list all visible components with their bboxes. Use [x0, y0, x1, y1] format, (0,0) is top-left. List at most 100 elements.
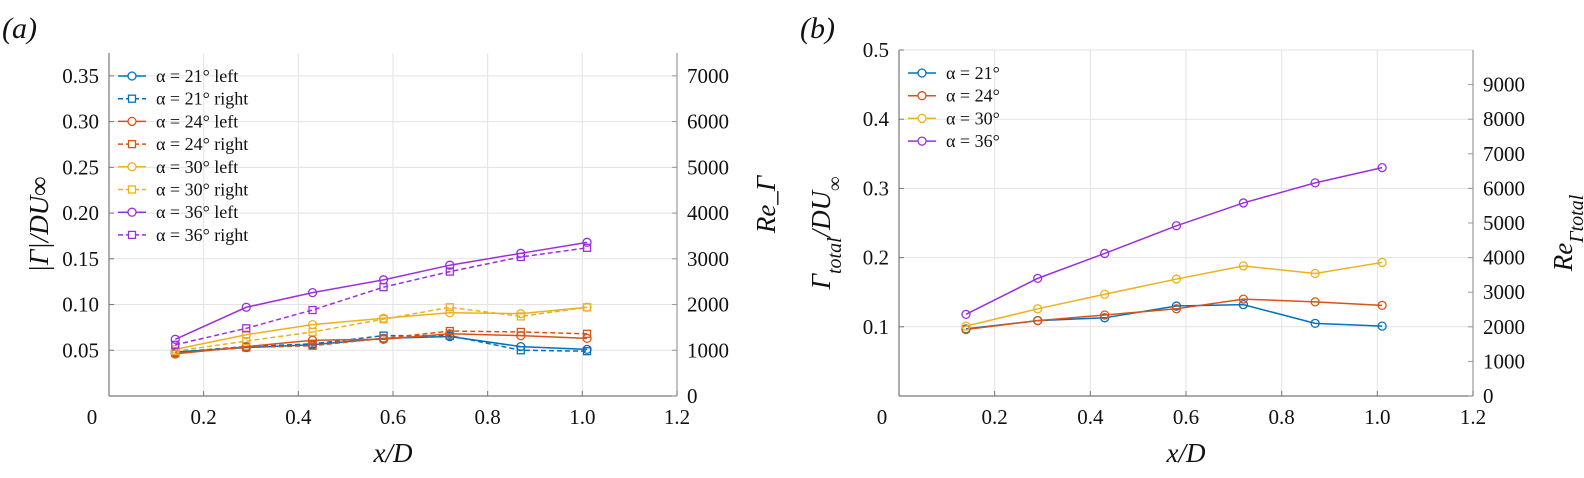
data-point [445, 260, 455, 270]
y-tick-label: 0.5 [863, 38, 889, 62]
data-point [1033, 315, 1043, 326]
data-point [582, 237, 592, 247]
x-tick-label: 0 [877, 405, 888, 429]
data-point [582, 347, 592, 356]
x-axis-label: x/D [373, 438, 413, 468]
data-point [1100, 313, 1110, 323]
legend-marker [127, 185, 137, 194]
data-point [1033, 304, 1043, 314]
legend-label: α = 21° [946, 63, 1000, 83]
data-point [1100, 310, 1110, 320]
data-point [242, 336, 251, 346]
x-tick-label: 1.2 [1460, 405, 1486, 429]
y-tick-label: 0.3 [863, 176, 889, 200]
x-tick-label: 0.8 [1269, 405, 1295, 429]
legend-marker [127, 230, 137, 240]
series-line [965, 298, 1383, 331]
x-tick-label: 0.2 [191, 405, 217, 429]
legend-label: α = 36° right [156, 225, 248, 245]
y-tick-label-right: 6000 [687, 110, 729, 134]
legend-marker [127, 207, 137, 217]
x-tick-label: 0.2 [982, 405, 1008, 429]
data-point [445, 267, 454, 276]
data-point [582, 243, 592, 252]
y-tick-label-right: 4000 [1483, 246, 1525, 270]
data-point [1238, 261, 1249, 271]
legend-label: α = 24° [946, 86, 1000, 106]
legend-label: α = 36° left [156, 202, 238, 222]
legend-marker [127, 94, 137, 103]
y-tick-label-right: 5000 [1483, 211, 1525, 235]
data-point [307, 287, 318, 298]
data-point [170, 334, 180, 344]
legend-label: α = 30° left [156, 157, 238, 177]
y-tick-label: 0.4 [863, 107, 890, 131]
panel-label: (a) [2, 12, 37, 45]
series-line [175, 247, 588, 346]
series [961, 294, 1387, 335]
x-tick-label: 0.8 [475, 405, 501, 429]
y-tick-label-right: 3000 [1483, 280, 1525, 304]
data-point [1377, 162, 1387, 173]
y-tick-label-right: 3000 [687, 247, 729, 271]
data-point [1171, 274, 1182, 284]
data-point [1033, 273, 1043, 284]
data-point [241, 302, 251, 312]
legend: α = 21° α = 24°α = 30° α = 36° [908, 63, 1000, 151]
y-tick-label: 0.1 [863, 315, 889, 339]
y-tick-label-right: 2000 [1483, 315, 1525, 339]
data-point [1310, 268, 1320, 279]
data-point [445, 308, 455, 318]
legend-marker [917, 113, 927, 124]
data-point [516, 312, 525, 321]
data-point [379, 283, 388, 292]
series-line [965, 261, 1383, 327]
data-point [1100, 289, 1110, 299]
y-tick-label: 0.25 [62, 155, 99, 179]
y-axis-label-right: Re_Γ [751, 174, 781, 234]
data-point [1310, 318, 1320, 328]
data-point [1238, 198, 1249, 208]
data-point [1377, 300, 1387, 310]
legend-marker [917, 68, 927, 78]
data-point [379, 315, 388, 324]
legend-label: α = 21° right [156, 89, 248, 109]
data-point [582, 333, 592, 344]
data-point [308, 327, 317, 337]
data-point [445, 326, 454, 336]
series-line [175, 330, 588, 354]
series [961, 257, 1387, 331]
data-point [1100, 248, 1110, 259]
x-tick-label: 0.4 [285, 405, 312, 429]
legend-marker [127, 71, 137, 81]
data-point [1238, 294, 1249, 304]
series-line [965, 166, 1383, 316]
legend-label: α = 24° left [156, 111, 238, 131]
data-point [1171, 221, 1182, 231]
data-point [445, 303, 454, 312]
y-tick-label: 0.30 [62, 110, 99, 134]
legend-marker [127, 116, 137, 127]
series [961, 162, 1387, 319]
series [171, 243, 592, 349]
data-point [242, 324, 251, 333]
data-point [1238, 300, 1249, 310]
data-point [1171, 304, 1182, 314]
y-tick-label-right: 0 [1483, 384, 1494, 408]
series-line [175, 306, 588, 351]
data-point [1310, 178, 1320, 188]
y-tick-label-right: 5000 [687, 155, 729, 179]
x-tick-label: 1.2 [664, 405, 690, 429]
legend-marker [127, 162, 137, 172]
panel-label: (b) [800, 12, 835, 45]
y-tick-label-right: 2000 [687, 293, 729, 317]
y-tick-label-right: 1000 [687, 338, 729, 362]
x-tick-label: 0 [87, 405, 98, 429]
data-point [961, 321, 971, 331]
legend-label: α = 21° left [156, 66, 238, 86]
y-tick-label: 0.15 [62, 247, 99, 271]
data-point [307, 335, 318, 345]
y-axis-label: Γtotal/DU∞ [806, 177, 846, 291]
